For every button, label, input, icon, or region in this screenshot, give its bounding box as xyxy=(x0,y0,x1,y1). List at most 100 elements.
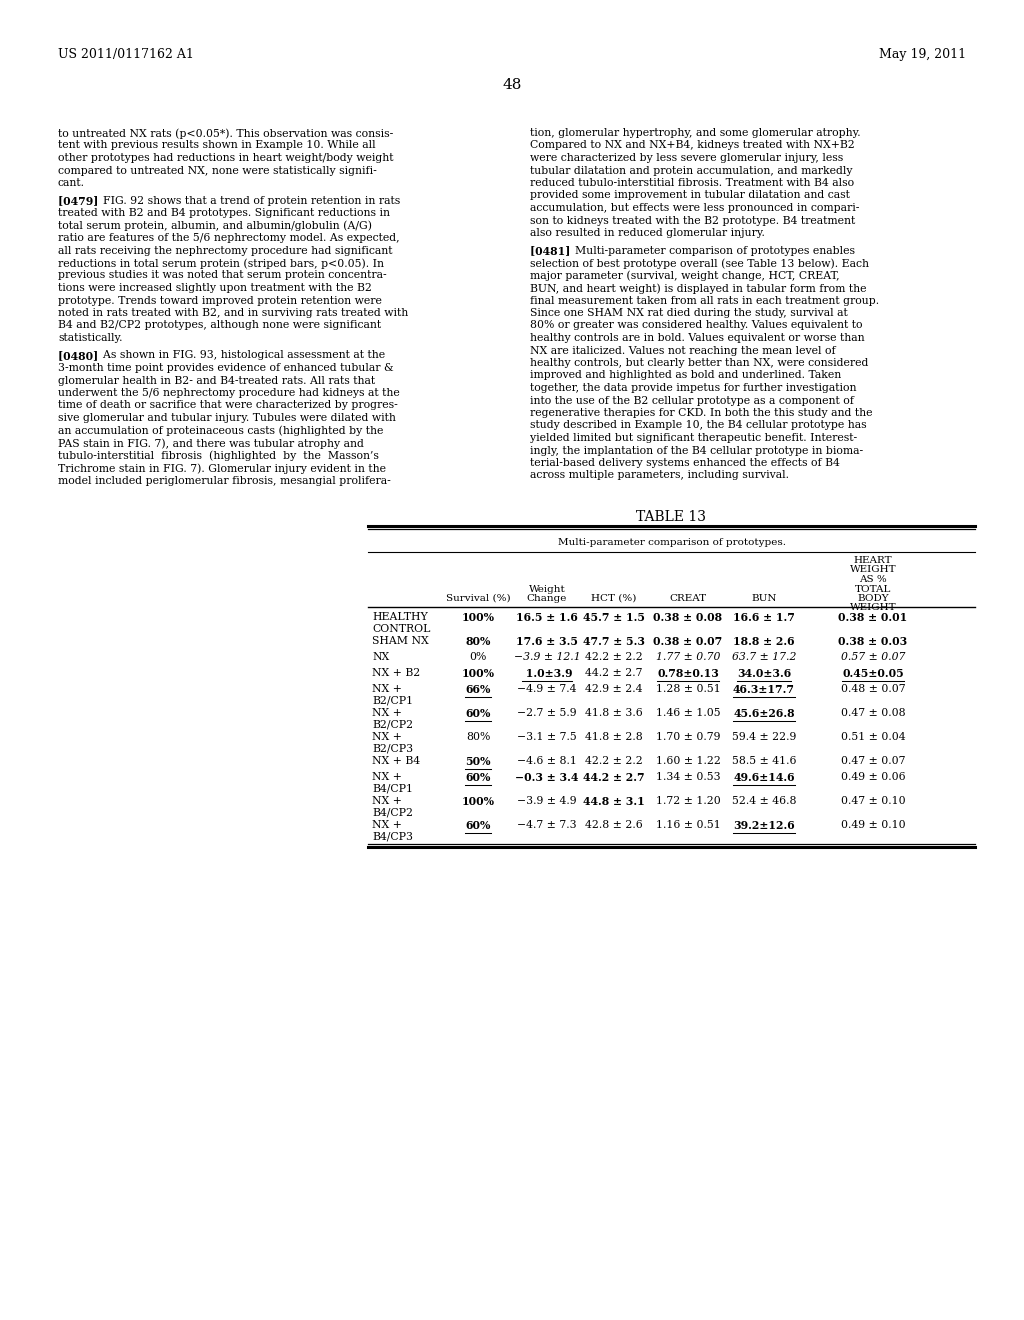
Text: −4.7 ± 7.3: −4.7 ± 7.3 xyxy=(517,820,577,830)
Text: 1.70 ± 0.79: 1.70 ± 0.79 xyxy=(655,733,720,742)
Text: 42.2 ± 2.2: 42.2 ± 2.2 xyxy=(585,652,643,663)
Text: 42.2 ± 2.2: 42.2 ± 2.2 xyxy=(585,756,643,766)
Text: to untreated NX rats (p<0.05*). This observation was consis-: to untreated NX rats (p<0.05*). This obs… xyxy=(58,128,393,139)
Text: 46.3±17.7: 46.3±17.7 xyxy=(733,684,795,696)
Text: 100%: 100% xyxy=(462,612,495,623)
Text: 100%: 100% xyxy=(462,668,495,678)
Text: 1.16 ± 0.51: 1.16 ± 0.51 xyxy=(655,820,720,830)
Text: 42.8 ± 2.6: 42.8 ± 2.6 xyxy=(585,820,643,830)
Text: [0480]: [0480] xyxy=(58,351,102,362)
Text: PAS stain in FIG. 7), and there was tubular atrophy and: PAS stain in FIG. 7), and there was tubu… xyxy=(58,438,364,449)
Text: Since one SHAM NX rat died during the study, survival at: Since one SHAM NX rat died during the st… xyxy=(530,308,848,318)
Text: statistically.: statistically. xyxy=(58,333,123,343)
Text: 3-month time point provides evidence of enhanced tubular &: 3-month time point provides evidence of … xyxy=(58,363,393,374)
Text: HCT (%): HCT (%) xyxy=(591,594,637,603)
Text: provided some improvement in tubular dilatation and cast: provided some improvement in tubular dil… xyxy=(530,190,850,201)
Text: May 19, 2011: May 19, 2011 xyxy=(879,48,966,61)
Text: NX +
B2/CP1: NX + B2/CP1 xyxy=(372,684,413,706)
Text: 0.49 ± 0.06: 0.49 ± 0.06 xyxy=(841,772,905,781)
Text: 1.28 ± 0.51: 1.28 ± 0.51 xyxy=(655,684,720,694)
Text: 0.38 ± 0.01: 0.38 ± 0.01 xyxy=(839,612,907,623)
Text: ingly, the implantation of the B4 cellular prototype in bioma-: ingly, the implantation of the B4 cellul… xyxy=(530,446,863,455)
Text: accumulation, but effects were less pronounced in compari-: accumulation, but effects were less pron… xyxy=(530,203,859,213)
Text: 0%: 0% xyxy=(469,652,486,663)
Text: reductions in total serum protein (striped bars, p<0.05). In: reductions in total serum protein (strip… xyxy=(58,257,384,268)
Text: terial-based delivery systems enhanced the effects of B4: terial-based delivery systems enhanced t… xyxy=(530,458,840,469)
Text: WEIGHT: WEIGHT xyxy=(850,603,896,612)
Text: B4 and B2/CP2 prototypes, although none were significant: B4 and B2/CP2 prototypes, although none … xyxy=(58,321,381,330)
Text: Trichrome stain in FIG. 7). Glomerular injury evident in the: Trichrome stain in FIG. 7). Glomerular i… xyxy=(58,463,386,474)
Text: other prototypes had reductions in heart weight/body weight: other prototypes had reductions in heart… xyxy=(58,153,393,162)
Text: WEIGHT: WEIGHT xyxy=(850,565,896,574)
Text: together, the data provide impetus for further investigation: together, the data provide impetus for f… xyxy=(530,383,856,393)
Text: 66%: 66% xyxy=(465,684,490,696)
Text: previous studies it was noted that serum protein concentra-: previous studies it was noted that serum… xyxy=(58,271,387,281)
Text: compared to untreated NX, none were statistically signifi-: compared to untreated NX, none were stat… xyxy=(58,165,377,176)
Text: prototype. Trends toward improved protein retention were: prototype. Trends toward improved protei… xyxy=(58,296,382,305)
Text: −4.6 ± 8.1: −4.6 ± 8.1 xyxy=(517,756,577,766)
Text: −3.1 ± 7.5: −3.1 ± 7.5 xyxy=(517,733,577,742)
Text: Survival (%): Survival (%) xyxy=(445,594,510,603)
Text: NX +
B4/CP2: NX + B4/CP2 xyxy=(372,796,413,817)
Text: 41.8 ± 2.8: 41.8 ± 2.8 xyxy=(585,733,643,742)
Text: 1.72 ± 1.20: 1.72 ± 1.20 xyxy=(655,796,720,807)
Text: also resulted in reduced glomerular injury.: also resulted in reduced glomerular inju… xyxy=(530,228,765,238)
Text: −2.7 ± 5.9: −2.7 ± 5.9 xyxy=(517,708,577,718)
Text: total serum protein, albumin, and albumin/globulin (A/G): total serum protein, albumin, and albumi… xyxy=(58,220,372,231)
Text: tubulo-interstitial  fibrosis  (highlighted  by  the  Masson’s: tubulo-interstitial fibrosis (highlighte… xyxy=(58,450,379,461)
Text: 80%: 80% xyxy=(466,733,490,742)
Text: cant.: cant. xyxy=(58,178,85,187)
Text: 1.34 ± 0.53: 1.34 ± 0.53 xyxy=(655,772,720,781)
Text: 41.8 ± 3.6: 41.8 ± 3.6 xyxy=(585,708,643,718)
Text: tubular dilatation and protein accumulation, and markedly: tubular dilatation and protein accumulat… xyxy=(530,165,853,176)
Text: 63.7 ± 17.2: 63.7 ± 17.2 xyxy=(732,652,797,663)
Text: model included periglomerular fibrosis, mesangial prolifera-: model included periglomerular fibrosis, … xyxy=(58,475,391,486)
Text: 44.2 ± 2.7: 44.2 ± 2.7 xyxy=(584,772,645,783)
Text: 100%: 100% xyxy=(462,796,495,807)
Text: all rats receiving the nephrectomy procedure had significant: all rats receiving the nephrectomy proce… xyxy=(58,246,392,256)
Text: 59.4 ± 22.9: 59.4 ± 22.9 xyxy=(732,733,797,742)
Text: BUN: BUN xyxy=(752,594,777,603)
Text: 39.2±12.6: 39.2±12.6 xyxy=(733,820,795,832)
Text: underwent the 5/6 nephrectomy procedure had kidneys at the: underwent the 5/6 nephrectomy procedure … xyxy=(58,388,399,399)
Text: time of death or sacrifice that were characterized by progres-: time of death or sacrifice that were cha… xyxy=(58,400,397,411)
Text: final measurement taken from all rats in each treatment group.: final measurement taken from all rats in… xyxy=(530,296,880,305)
Text: major parameter (survival, weight change, HCT, CREAT,: major parameter (survival, weight change… xyxy=(530,271,840,281)
Text: [0481]: [0481] xyxy=(530,246,574,256)
Text: NX + B2: NX + B2 xyxy=(372,668,420,678)
Text: 16.5 ± 1.6: 16.5 ± 1.6 xyxy=(516,612,578,623)
Text: NX are italicized. Values not reaching the mean level of: NX are italicized. Values not reaching t… xyxy=(530,346,836,355)
Text: 0.47 ± 0.07: 0.47 ± 0.07 xyxy=(841,756,905,766)
Text: noted in rats treated with B2, and in surviving rats treated with: noted in rats treated with B2, and in su… xyxy=(58,308,409,318)
Text: 58.5 ± 41.6: 58.5 ± 41.6 xyxy=(732,756,797,766)
Text: 60%: 60% xyxy=(465,820,490,832)
Text: HEALTHY
CONTROL: HEALTHY CONTROL xyxy=(372,612,430,634)
Text: CREAT: CREAT xyxy=(670,594,707,603)
Text: 60%: 60% xyxy=(465,708,490,719)
Text: 1.0±3.9: 1.0±3.9 xyxy=(522,668,572,678)
Text: Multi-parameter comparison of prototypes enables: Multi-parameter comparison of prototypes… xyxy=(568,246,855,256)
Text: healthy controls, but clearly better than NX, were considered: healthy controls, but clearly better tha… xyxy=(530,358,868,368)
Text: 60%: 60% xyxy=(465,772,490,783)
Text: TOTAL: TOTAL xyxy=(855,585,891,594)
Text: 49.6±14.6: 49.6±14.6 xyxy=(733,772,795,783)
Text: 80%: 80% xyxy=(465,636,490,647)
Text: 17.6 ± 3.5: 17.6 ± 3.5 xyxy=(516,636,578,647)
Text: 52.4 ± 46.8: 52.4 ± 46.8 xyxy=(732,796,797,807)
Text: 0.38 ± 0.08: 0.38 ± 0.08 xyxy=(653,612,723,623)
Text: 0.38 ± 0.07: 0.38 ± 0.07 xyxy=(653,636,723,647)
Text: healthy controls are in bold. Values equivalent or worse than: healthy controls are in bold. Values equ… xyxy=(530,333,864,343)
Text: 0.47 ± 0.10: 0.47 ± 0.10 xyxy=(841,796,905,807)
Text: NX + B4: NX + B4 xyxy=(372,756,420,766)
Text: 50%: 50% xyxy=(465,756,490,767)
Text: reduced tubulo-interstitial fibrosis. Treatment with B4 also: reduced tubulo-interstitial fibrosis. Tr… xyxy=(530,178,854,187)
Text: tions were increased slightly upon treatment with the B2: tions were increased slightly upon treat… xyxy=(58,282,372,293)
Text: into the use of the B2 cellular prototype as a component of: into the use of the B2 cellular prototyp… xyxy=(530,396,854,405)
Text: 80% or greater was considered healthy. Values equivalent to: 80% or greater was considered healthy. V… xyxy=(530,321,862,330)
Text: NX +
B2/CP3: NX + B2/CP3 xyxy=(372,733,413,754)
Text: 47.7 ± 5.3: 47.7 ± 5.3 xyxy=(583,636,645,647)
Text: US 2011/0117162 A1: US 2011/0117162 A1 xyxy=(58,48,194,61)
Text: SHAM NX: SHAM NX xyxy=(372,636,429,645)
Text: BODY: BODY xyxy=(857,594,889,603)
Text: [0479]: [0479] xyxy=(58,195,102,206)
